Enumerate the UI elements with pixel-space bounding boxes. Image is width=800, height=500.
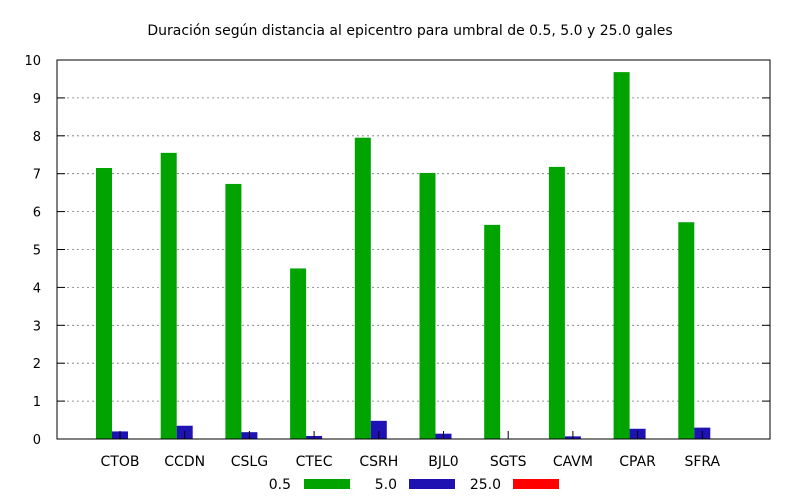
x-tick-label: CPAR — [619, 454, 656, 470]
bar-0_5-sfra — [678, 222, 695, 439]
x-tick-label: CSLG — [231, 454, 268, 470]
y-tick-label: 0 — [33, 433, 41, 448]
legend-label: 25.0 — [470, 477, 501, 493]
legend-swatch — [513, 479, 559, 489]
bar-0_5-cslg — [225, 183, 242, 439]
bar-0_5-sgts — [484, 224, 501, 439]
y-tick-label: 10 — [24, 54, 41, 69]
y-tick-label: 6 — [33, 206, 41, 221]
bars — [96, 72, 711, 440]
x-tick-label: CTOB — [101, 454, 140, 470]
legend: 0.5 5.0 25.0 — [269, 477, 559, 493]
bar-0_5-cavm — [548, 166, 565, 440]
bar-0_5-bjl0 — [419, 172, 436, 439]
bar-0_5-cpar — [613, 72, 630, 440]
bar-0_5-ctob — [96, 168, 112, 439]
bar-0_5-ctec — [290, 268, 307, 439]
bar-0_5-csrh — [354, 137, 371, 439]
bar-0_5-ccdn — [160, 152, 177, 440]
x-tick-label: CSRH — [359, 454, 398, 470]
y-tick-label: 8 — [33, 130, 41, 145]
x-tick-label: SFRA — [684, 454, 720, 470]
legend-label: 0.5 — [269, 477, 291, 493]
legend-label: 5.0 — [375, 477, 397, 493]
x-tick-label: SGTS — [490, 454, 527, 470]
y-tick-label: 7 — [33, 168, 41, 183]
y-tick-label: 4 — [33, 281, 41, 296]
x-tick-label: CCDN — [164, 454, 205, 470]
x-tick-label: CAVM — [553, 454, 593, 470]
x-tick-label: CTEC — [296, 454, 333, 470]
y-tick-label: 3 — [33, 319, 41, 334]
y-tick-label: 5 — [33, 244, 41, 259]
axis-ticks: 0 1 2 3 4 5 6 7 8 9 10 CTOB CCDN CSLG CTEC CSRH BJL0 SGTS… — [24, 54, 770, 470]
legend-swatch — [304, 479, 350, 489]
chart-title: Duración según distancia al epicentro pa… — [147, 23, 672, 39]
y-tick-label: 1 — [33, 395, 41, 410]
grid-lines — [57, 97, 770, 402]
y-tick-label: 9 — [33, 92, 41, 107]
y-tick-label: 2 — [33, 357, 41, 372]
bar-5_0-csrh — [370, 420, 387, 439]
x-tick-label: BJL0 — [428, 454, 458, 470]
legend-swatch — [409, 479, 455, 489]
